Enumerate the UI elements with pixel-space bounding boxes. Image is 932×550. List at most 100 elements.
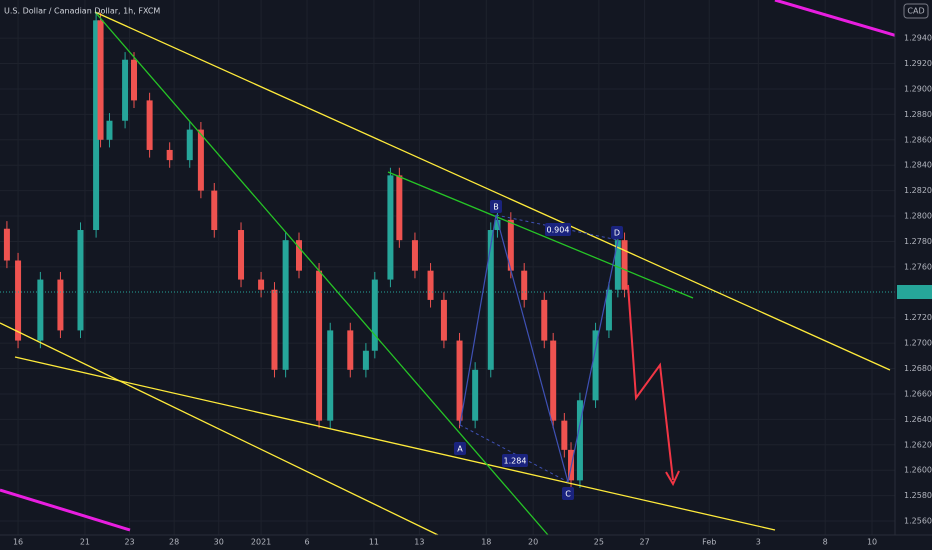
label-box [562, 487, 574, 500]
x-tick-label: 27 [640, 538, 650, 547]
candle-body [614, 240, 621, 290]
x-tick-label: 23 [124, 538, 134, 547]
y-tick-label: 1.26800 [904, 364, 932, 373]
y-tick-label: 1.28800 [904, 110, 932, 119]
candle-body [186, 129, 193, 161]
candle-body [122, 59, 129, 121]
y-tick-label: 1.28000 [904, 212, 932, 221]
x-tick-label: 16 [13, 538, 23, 547]
x-tick-label: 8 [823, 538, 828, 547]
candle-body [258, 279, 265, 290]
y-tick-label: 1.28600 [904, 135, 932, 144]
ratio-label: 1.284 [504, 457, 527, 466]
pattern-label: C [565, 490, 571, 499]
y-tick-label: 1.26200 [904, 440, 932, 449]
trendline [14, 356, 776, 531]
candle-body [621, 240, 628, 290]
x-tick-label: 11 [369, 538, 379, 547]
candle-body [576, 400, 583, 481]
pattern-label: A [457, 445, 463, 454]
x-tick-label: 3 [756, 538, 761, 547]
candle-body [106, 120, 113, 140]
candle-body [166, 149, 173, 161]
candle-body [456, 340, 463, 421]
abcd-ratio-line [459, 424, 569, 483]
trendline [94, 11, 549, 536]
candle-body [238, 230, 245, 280]
y-tick-label: 1.28400 [904, 161, 932, 170]
candle-body [396, 175, 403, 241]
price-axis [895, 0, 932, 550]
currency-label[interactable]: CAD [907, 7, 924, 16]
y-tick-label: 1.29000 [904, 84, 932, 93]
pattern-label: B [493, 203, 499, 212]
candle-body [541, 299, 548, 341]
x-tick-label: Feb [702, 538, 716, 547]
candle-body [387, 175, 394, 280]
candle-body [37, 279, 44, 341]
x-tick-label: 18 [481, 538, 491, 547]
candle-body [371, 279, 378, 351]
x-tick-label: 28 [169, 538, 179, 547]
label-box [611, 226, 623, 239]
candle-body [550, 340, 557, 421]
candles [3, 12, 628, 488]
grid [0, 0, 895, 535]
projection-arrow [627, 284, 674, 481]
candle-body [97, 20, 104, 140]
candle-body [362, 350, 369, 370]
y-tick-label: 1.25800 [904, 491, 932, 500]
y-tick-label: 1.26600 [904, 389, 932, 398]
candle-body [77, 230, 84, 331]
candle-body [521, 270, 528, 300]
y-tick-label: 1.29400 [904, 34, 932, 43]
y-tick-label: 1.25600 [904, 517, 932, 526]
candle-body [3, 228, 10, 261]
arrow-head [665, 470, 680, 487]
candle-body [592, 330, 599, 401]
candle-body [197, 129, 204, 191]
y-tick-label: 1.27200 [904, 313, 932, 322]
x-tick-label: 13 [414, 538, 424, 547]
candle-body [57, 279, 64, 331]
y-tick-label: 1.28200 [904, 186, 932, 195]
candle-body [494, 219, 501, 231]
ratio-label: 0.904 [547, 226, 570, 235]
trendline [0, 488, 131, 532]
candle-body [271, 289, 278, 370]
candle-body [316, 270, 323, 421]
candle-body [296, 240, 303, 271]
candle-body [427, 270, 434, 300]
candle-body [507, 219, 514, 271]
trendline [94, 11, 891, 371]
candle-body [211, 190, 218, 231]
current-price-box [897, 285, 932, 299]
label-box [502, 454, 528, 467]
x-tick-label: 21 [80, 538, 90, 547]
axes: 1.29400 1.29200 1.29000 1.28800 1.28600 1.284… [13, 34, 932, 547]
trendline [0, 322, 439, 536]
candle-body [146, 100, 153, 150]
y-tick-label: 1.27800 [904, 237, 932, 246]
drawings [0, 0, 929, 536]
y-tick-label: 1.26400 [904, 415, 932, 424]
label-box [545, 223, 571, 236]
y-tick-label: 1.29200 [904, 59, 932, 68]
candle-body [15, 260, 22, 341]
abcd-pattern [459, 214, 619, 483]
x-tick-label: 2021 [251, 538, 271, 547]
candle-body [93, 20, 100, 231]
y-tick-label: 1.27600 [904, 262, 932, 271]
label-box [454, 442, 466, 455]
candle-body [131, 59, 138, 101]
pattern-label: D [614, 229, 620, 238]
x-tick-label: 10 [867, 538, 877, 547]
chart-title: U.S. Dollar / Canadian Dollar, 1h, FXCM [4, 7, 160, 16]
label-box [490, 200, 502, 213]
candle-body [561, 420, 568, 450]
trendline [387, 171, 694, 299]
candle-body [605, 289, 612, 331]
candle-body [327, 330, 334, 421]
